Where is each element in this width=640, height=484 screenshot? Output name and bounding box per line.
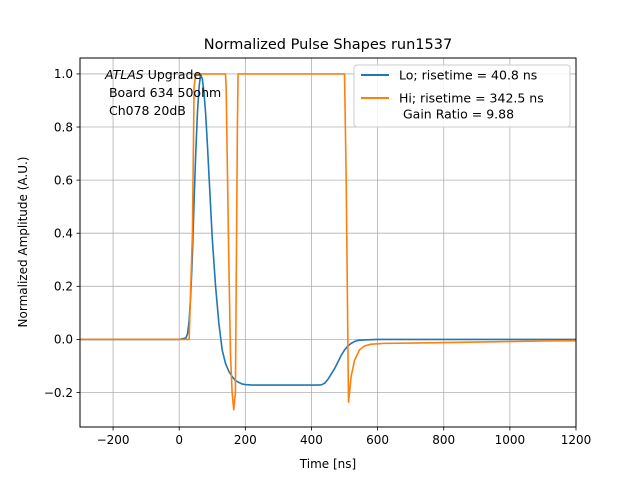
annotation-upgrade: Upgrade — [144, 67, 202, 82]
legend: Lo; risetime = 40.8 ns Hi; risetime = 34… — [353, 64, 571, 128]
x-tick-label: 1200 — [561, 433, 592, 447]
axes-frame — [79, 57, 577, 428]
x-axis-label: Time [ns] — [299, 457, 356, 471]
x-tick-label: 400 — [300, 433, 323, 447]
x-tick-label: 600 — [366, 433, 389, 447]
y-axis-label: Normalized Amplitude (A.U.) — [16, 157, 30, 328]
annotation-line-2: Board 634 50ohm — [105, 85, 221, 100]
legend-label-hi: Hi; risetime = 342.5 ns Gain Ratio = 9.8… — [399, 91, 544, 122]
ticks: −200 0 200 400 600 800 1000 1200 −0.2 0.0 0.2 0.4 0.… — [44, 67, 591, 447]
atlas-annotation: ATLAS Upgrade Board 634 50ohm Ch078 20dB — [104, 67, 221, 118]
annotation-line-1: ATLAS Upgrade — [104, 67, 201, 82]
x-tick-label: −200 — [97, 433, 130, 447]
annotation-atlas: ATLAS — [104, 67, 144, 82]
x-tick-label: 800 — [432, 433, 455, 447]
y-tick-label: 0.8 — [54, 120, 73, 134]
annotation-line-3: Ch078 20dB — [105, 103, 186, 118]
y-tick-label: 0.4 — [54, 227, 73, 241]
legend-box — [353, 64, 571, 128]
y-tick-label: 1.0 — [54, 67, 73, 81]
chart-title: Normalized Pulse Shapes run1537 — [204, 37, 452, 53]
y-tick-label: 0.2 — [54, 280, 73, 294]
series-line-hi — [80, 73, 576, 411]
x-tick-label: 0 — [175, 433, 183, 447]
series-layer — [80, 73, 576, 411]
legend-label-lo: Lo; risetime = 40.8 ns — [399, 68, 537, 83]
y-tick-label: −0.2 — [44, 386, 73, 400]
y-tick-label: 0.6 — [54, 173, 73, 187]
y-tick-label: 0.0 — [54, 333, 73, 347]
x-tick-label: 200 — [234, 433, 257, 447]
x-tick-label: 1000 — [495, 433, 526, 447]
